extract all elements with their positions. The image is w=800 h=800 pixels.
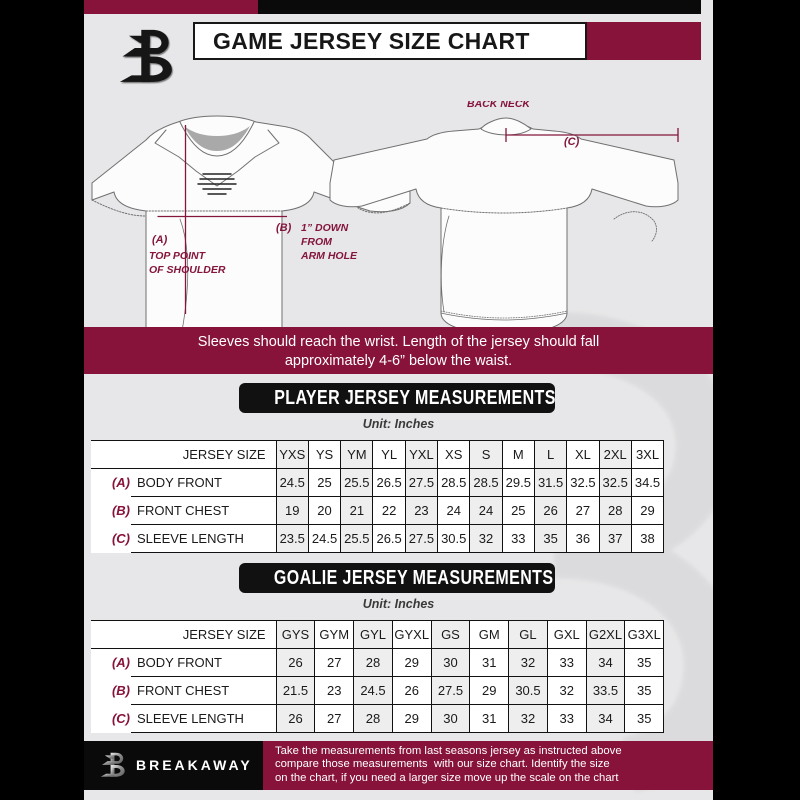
svg-text:FROM: FROM	[301, 236, 332, 248]
svg-text:ARM HOLE: ARM HOLE	[300, 250, 358, 262]
svg-text:(B): (B)	[276, 222, 292, 234]
svg-text:OF SHOULDER: OF SHOULDER	[149, 264, 226, 276]
svg-text:(C): (C)	[564, 136, 580, 148]
svg-text:1” DOWN: 1” DOWN	[301, 222, 349, 234]
svg-text:TOP POINT: TOP POINT	[149, 250, 207, 262]
svg-text:(A): (A)	[152, 234, 168, 246]
svg-text:BACK NECK: BACK NECK	[467, 101, 531, 110]
